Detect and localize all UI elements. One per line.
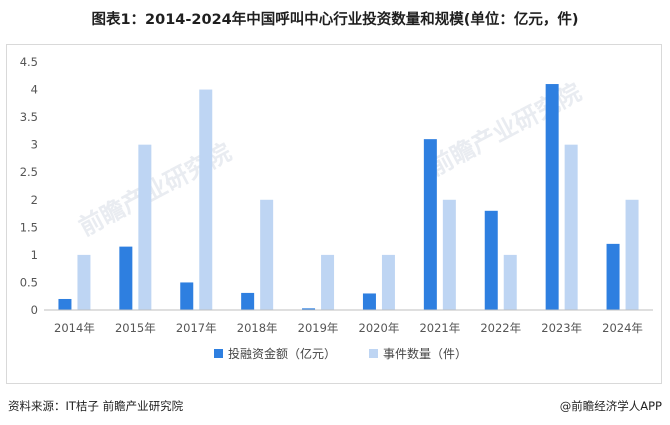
bar-event-count [138,144,152,310]
bar-investment-amount [606,243,620,310]
x-tick-label: 2018年 [237,321,278,335]
bar-investment-amount [58,298,72,310]
chart-frame: 0 0.5 1 1.5 2 2.5 3 3.5 4 4.5 2014年 2015年 2017年 2018… [6,44,662,384]
y-tick-label: 3 [31,138,38,152]
x-tick-label: 2019年 [298,321,339,335]
bar-event-count [503,254,517,310]
y-tick-label: 4 [31,83,38,97]
y-tick-label: 4.5 [20,55,38,69]
bar-investment-amount [362,293,376,310]
bar-investment-amount [484,210,498,310]
y-axis: 0 0.5 1 1.5 2 2.5 3 3.5 4 4.5 [20,55,38,317]
bars [58,84,639,310]
legend-label: 事件数量（件） [383,346,467,361]
legend-swatch [214,349,223,358]
bar-event-count [321,254,335,310]
legend-swatch [369,349,378,358]
bar-chart: 0 0.5 1 1.5 2 2.5 3 3.5 4 4.5 2014年 2015年 2017年 2018… [20,55,653,361]
bar-investment-amount [423,139,437,310]
bar-investment-amount [302,308,316,310]
chart-title: 图表1：2014-2024年中国呼叫中心行业投资数量和规模(单位：亿元，件) [91,12,579,28]
bar-event-count [77,254,91,310]
x-tick-label: 2022年 [480,321,521,335]
source-note: 资料来源：IT桔子 前瞻产业研究院 [8,399,184,413]
x-tick-label: 2023年 [541,321,582,335]
bar-event-count [199,89,213,310]
bar-event-count [381,254,395,310]
bar-event-count [625,199,639,310]
x-axis: 2014年 2015年 2017年 2018年 2019年 2020年 2021年 2022年… [44,309,653,335]
x-tick-label: 2014年 [54,321,95,335]
x-tick-label: 2017年 [176,321,217,335]
bar-event-count [442,199,456,310]
x-tick-label: 2021年 [419,321,460,335]
x-tick-label: 2015年 [115,321,156,335]
bar-investment-amount [180,282,194,310]
y-tick-label: 0.5 [20,275,38,289]
x-tick-label: 2020年 [359,321,400,335]
y-tick-label: 3.5 [20,110,38,124]
bar-event-count [260,199,274,310]
bar-event-count [564,144,578,310]
y-tick-label: 0 [31,303,38,317]
bar-investment-amount [119,246,133,310]
y-tick-label: 1 [31,248,38,262]
legend: 投融资金额（亿元） 事件数量（件） [214,346,467,361]
y-tick-label: 2.5 [20,165,38,179]
x-tick-label: 2024年 [602,321,643,335]
y-tick-label: 2 [31,193,38,207]
y-tick-label: 1.5 [20,220,38,234]
brand-credit: @前瞻经济学人APP [559,399,662,413]
bar-investment-amount [241,292,255,310]
legend-label: 投融资金额（亿元） [228,346,336,361]
bar-investment-amount [545,84,559,310]
